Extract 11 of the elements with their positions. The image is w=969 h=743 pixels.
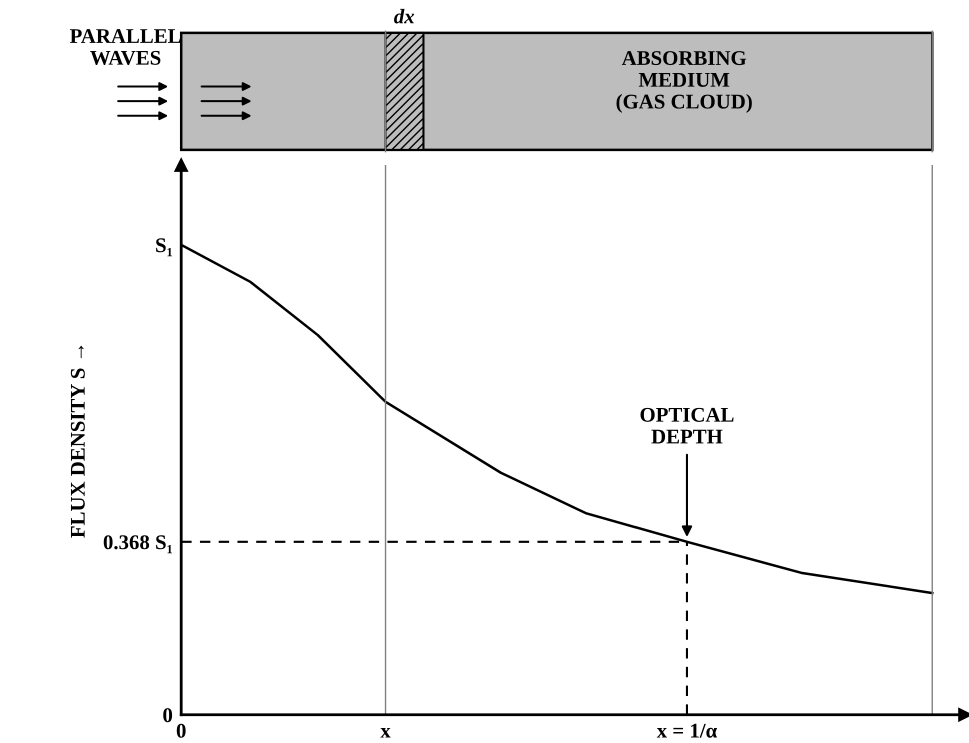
y-axis-title: FLUX DENSITY S → — [70, 346, 85, 538]
text: PARALLEL WAVES — [70, 29, 181, 65]
annotation: OPTICAL DEPTH — [640, 408, 734, 444]
x-tick-label: 0 — [176, 724, 186, 738]
y-tick-label: 0 — [163, 708, 172, 722]
x-tick-label: x = 1/α — [656, 724, 718, 738]
x-tick-label: x — [380, 728, 391, 738]
y-tick-label: S₁ — [156, 238, 172, 256]
text: ABSORBING MEDIUM (GAS CLOUD) — [616, 51, 752, 113]
text: dx — [394, 8, 414, 24]
y-tick-label: 0.368 S₁ — [104, 535, 172, 554]
